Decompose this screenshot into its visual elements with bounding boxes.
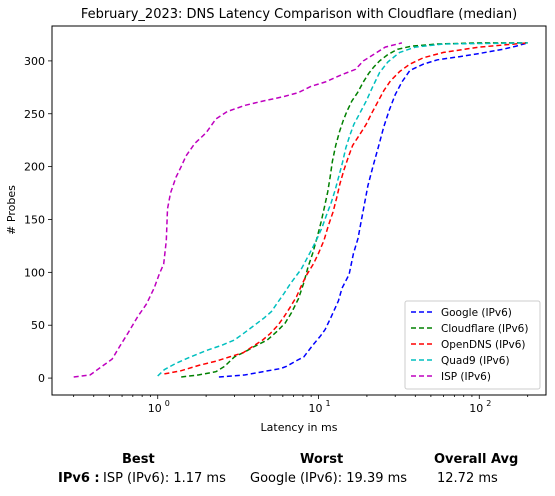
- legend: Google (IPv6) Cloudflare (IPv6) OpenDNS (I…: [405, 301, 540, 389]
- x-tick-exponent: 0: [165, 399, 170, 408]
- chart-title: February_2023: DNS Latency Comparison wi…: [81, 7, 517, 22]
- summary-best-value: ISP (IPv6): 1.17 ms: [103, 471, 226, 486]
- legend-label: Cloudflare (IPv6): [441, 323, 528, 335]
- summary-overall-value: 12.72 ms: [437, 471, 498, 486]
- y-tick-label: 200: [24, 161, 45, 174]
- x-tick-exponent: 1: [326, 399, 331, 408]
- x-tick-label: 10: [309, 402, 323, 415]
- x-tick-label: 10: [148, 402, 162, 415]
- y-tick-label: 100: [24, 266, 45, 279]
- legend-label: Google (IPv6): [441, 307, 512, 319]
- y-tick-label: 250: [24, 108, 45, 121]
- legend-label: ISP (IPv6): [441, 371, 491, 383]
- summary-header-best: Best: [122, 452, 155, 467]
- x-axis-label: Latency in ms: [261, 421, 338, 434]
- summary-header-worst: Worst: [300, 452, 343, 467]
- x-axis: 10 0 10 1 10 2: [74, 395, 528, 415]
- y-tick-label: 300: [24, 55, 45, 68]
- y-tick-label: 50: [31, 319, 45, 332]
- y-tick-label: 0: [38, 372, 45, 385]
- x-tick-exponent: 2: [486, 399, 491, 408]
- legend-label: Quad9 (IPv6): [441, 355, 510, 367]
- y-axis: 0 50 100 150 200 250 300: [24, 55, 52, 385]
- summary-worst-value: Google (IPv6): 19.39 ms: [250, 471, 407, 486]
- legend-label: OpenDNS (IPv6): [441, 339, 526, 351]
- summary-row-label: IPv6 :: [58, 471, 100, 486]
- x-tick-label: 10: [469, 402, 483, 415]
- y-axis-label: # Probes: [5, 185, 18, 235]
- summary-header-overall: Overall Avg: [434, 452, 518, 467]
- y-tick-label: 150: [24, 213, 45, 226]
- series-line-4: [74, 43, 402, 377]
- latency-chart: February_2023: DNS Latency Comparison wi…: [0, 0, 555, 440]
